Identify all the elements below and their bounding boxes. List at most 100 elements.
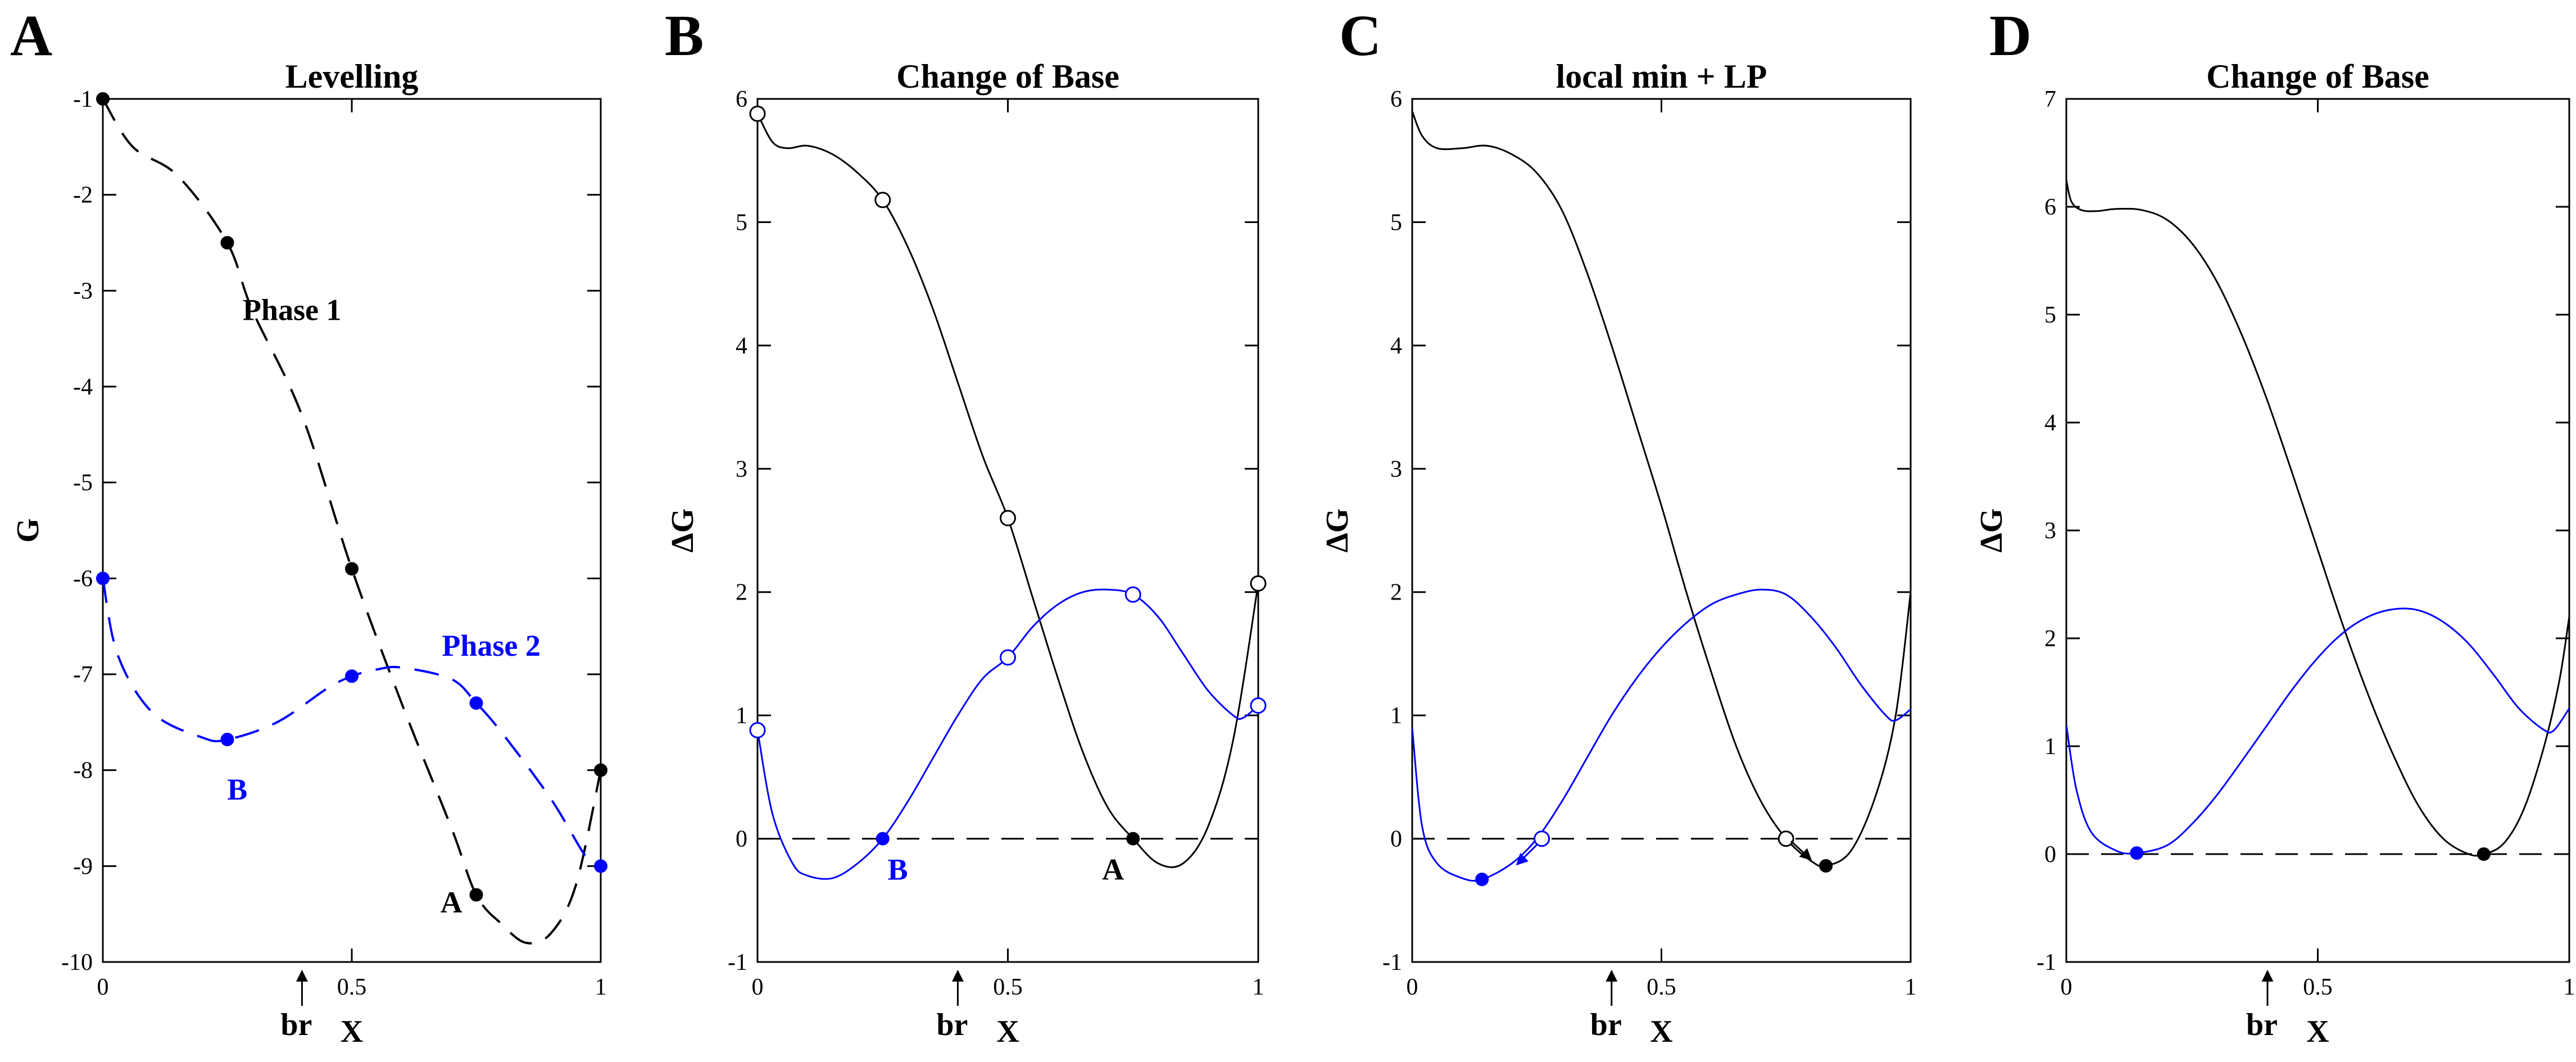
y-tick-label: -1: [728, 950, 747, 975]
y-tick-label: 6: [2044, 194, 2056, 220]
panel-letter: C: [1339, 3, 1381, 68]
y-tick-label: 0: [1390, 827, 1402, 852]
data-point-filled: [469, 888, 483, 902]
data-point-filled: [594, 763, 607, 777]
panel-letter: A: [10, 3, 52, 68]
br-label: br: [2246, 1007, 2278, 1042]
y-tick-label: 5: [2044, 302, 2056, 328]
data-point-filled: [1819, 859, 1833, 873]
axes-box: [1411, 98, 1912, 963]
axes-box: [102, 98, 602, 963]
br-label: br: [1590, 1007, 1622, 1042]
y-tick-label: 6: [736, 87, 747, 112]
data-point-open: [1000, 510, 1016, 527]
x-axis-label: X: [1650, 1014, 1672, 1049]
annotation-label: A: [441, 886, 462, 919]
y-tick-label: -2: [73, 183, 93, 208]
data-point-open: [1124, 586, 1141, 603]
y-tick-label: -3: [73, 278, 93, 304]
y-tick-label: 1: [736, 703, 747, 729]
x-axis-label: X: [996, 1014, 1019, 1049]
data-point-filled: [2130, 846, 2144, 860]
br-label: br: [936, 1007, 968, 1042]
data-point-filled: [2477, 847, 2491, 861]
series-black-curve: [1412, 111, 1911, 868]
y-tick-label: 5: [736, 210, 747, 235]
y-axis-label: G: [11, 518, 46, 543]
data-point-open: [1000, 649, 1016, 666]
y-tick-label: 2: [2044, 626, 2056, 652]
y-tick-label: 1: [1390, 703, 1402, 729]
y-tick-label: -8: [73, 758, 93, 784]
y-tick-label: 2: [1390, 580, 1402, 606]
data-point-filled: [220, 733, 234, 747]
x-tick-label: 0.5: [993, 974, 1023, 1000]
axes-box: [756, 98, 1259, 963]
y-axis-label: ΔG: [1320, 509, 1355, 553]
data-point-open: [1250, 575, 1267, 592]
annotation-label: Phase 2: [442, 629, 541, 662]
series-blue-curve: [758, 588, 1258, 880]
panel-letter: B: [665, 3, 704, 68]
transition-arrow: [1790, 840, 1812, 861]
x-tick-label: 1: [595, 974, 607, 1000]
y-axis-label: ΔG: [1974, 509, 2009, 553]
y-tick-label: 0: [736, 827, 747, 852]
data-point-open: [749, 721, 766, 738]
y-tick-label: -5: [73, 470, 93, 496]
y-tick-label: 3: [1390, 456, 1402, 482]
x-tick-label: 0: [752, 974, 764, 1000]
y-tick-label: 6: [1390, 87, 1402, 112]
y-tick-label: 5: [1390, 210, 1402, 235]
panel-letter: D: [1989, 3, 2031, 68]
y-tick-label: -7: [73, 662, 93, 688]
y-tick-label: -4: [73, 374, 93, 400]
data-point-filled: [345, 562, 359, 576]
data-point-open: [749, 105, 766, 122]
x-tick-label: 0.5: [337, 974, 367, 1000]
y-tick-label: 2: [736, 580, 747, 606]
series-blue-curve: [2066, 607, 2569, 855]
x-axis-label: X: [2306, 1014, 2329, 1049]
series-blue-curve: [1412, 588, 1911, 882]
chart-title: Change of Base: [896, 58, 1119, 95]
y-tick-label: -6: [73, 566, 93, 592]
y-tick-label: 4: [1390, 333, 1402, 359]
y-axis-label: ΔG: [665, 509, 700, 553]
axes-box: [2065, 98, 2570, 963]
y-tick-label: -1: [73, 87, 93, 112]
data-point-open: [874, 192, 891, 208]
x-tick-label: 0: [97, 974, 109, 1000]
data-point-filled: [1475, 872, 1489, 886]
y-tick-label: 3: [2044, 518, 2056, 544]
y-tick-label: 3: [736, 456, 747, 482]
x-tick-label: 0: [1407, 974, 1418, 1000]
data-point-filled: [876, 832, 890, 846]
series-black-curve: [2066, 179, 2569, 857]
x-tick-label: 0.5: [1647, 974, 1676, 1000]
series-black-curve: [758, 113, 1258, 868]
y-tick-label: 7: [2044, 87, 2056, 112]
y-tick-label: 0: [2044, 842, 2056, 868]
y-tick-label: -1: [2037, 950, 2056, 975]
data-point-filled: [594, 859, 607, 873]
data-point-open: [1777, 830, 1794, 847]
data-point-open: [1534, 830, 1550, 847]
x-tick-label: 0.5: [2303, 974, 2333, 1000]
x-tick-label: 1: [1253, 974, 1264, 1000]
x-tick-label: 1: [2564, 974, 2575, 1000]
data-point-filled: [1126, 832, 1140, 846]
data-point-open: [1250, 697, 1267, 714]
series-blue-curve: [103, 578, 601, 868]
annotation-label: Phase 1: [243, 293, 342, 326]
br-label: br: [280, 1007, 312, 1042]
y-tick-label: -9: [73, 854, 93, 879]
x-tick-label: 0: [2061, 974, 2072, 1000]
x-axis-label: X: [341, 1014, 363, 1049]
x-tick-label: 1: [1905, 974, 1917, 1000]
y-tick-label: -1: [1382, 950, 1402, 975]
